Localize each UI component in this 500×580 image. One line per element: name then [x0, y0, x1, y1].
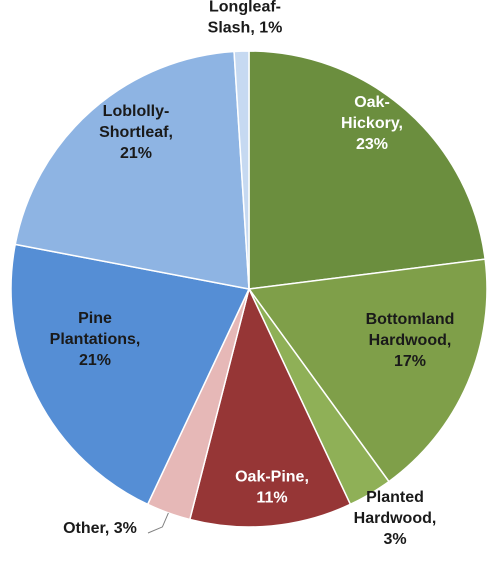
- leader-line-other: [147, 512, 169, 534]
- pie-slices: [10, 50, 488, 528]
- pie-slice-oak-pine: [188, 286, 352, 528]
- slice-label-oak-hickory: Oak-Hickory, 23%: [341, 94, 403, 153]
- pie-slice-oak-hickory: [248, 50, 486, 290]
- leader-lines: [147, 512, 169, 534]
- slice-label-oak-pine: Oak-Pine, 11%: [235, 469, 309, 507]
- pie-slice-pine-plantations: [10, 243, 251, 506]
- pie-slice-loblolly-shortleaf: [14, 50, 250, 290]
- pie-slice-bottomland-hardwood: [247, 258, 488, 483]
- slice-label-longleaf-slash: Longleaf-Slash, 1%: [208, 0, 283, 37]
- slice-label-planted-hardwood: Planted Hardwood, 3%: [354, 489, 437, 548]
- slice-label-loblolly-shortleaf: Loblolly-Shortleaf, 21%: [99, 103, 173, 162]
- pie-slice-longleaf-slash: [233, 50, 250, 290]
- slice-labels: Oak-Hickory, 23% Bottomland Hardwood, 17% Pla…: [50, 0, 455, 548]
- slice-label-other: Other, 3%: [63, 520, 137, 537]
- slice-label-bottomland-hardwood: Bottomland Hardwood, 17%: [366, 311, 455, 370]
- slice-label-pine-plantations: Pine Plantations, 21%: [50, 310, 141, 369]
